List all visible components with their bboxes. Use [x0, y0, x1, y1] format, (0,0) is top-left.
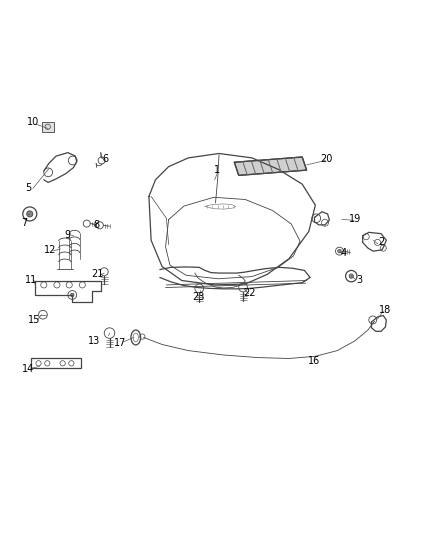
Text: 23: 23 — [192, 292, 204, 302]
Text: 12: 12 — [44, 245, 57, 255]
Text: 20: 20 — [320, 154, 332, 164]
Text: 3: 3 — [356, 274, 362, 285]
Text: 7: 7 — [21, 217, 27, 228]
Text: 22: 22 — [244, 288, 256, 298]
Circle shape — [349, 274, 353, 278]
Circle shape — [27, 211, 33, 217]
Text: 21: 21 — [91, 269, 103, 279]
Text: 1: 1 — [214, 165, 220, 175]
Text: 16: 16 — [308, 356, 321, 366]
Text: 2: 2 — [378, 237, 384, 247]
Text: 5: 5 — [25, 183, 32, 192]
Text: 19: 19 — [349, 214, 361, 224]
Bar — [31, 358, 81, 368]
Text: 8: 8 — [93, 220, 99, 230]
Text: 11: 11 — [25, 274, 37, 285]
Bar — [42, 122, 54, 132]
Text: 17: 17 — [114, 338, 127, 348]
Text: 15: 15 — [28, 315, 40, 325]
Text: 13: 13 — [88, 336, 100, 346]
Text: 18: 18 — [379, 305, 392, 316]
Text: 4: 4 — [341, 248, 347, 259]
Text: 14: 14 — [22, 365, 35, 374]
Text: 10: 10 — [27, 117, 39, 127]
Text: 9: 9 — [65, 230, 71, 239]
Circle shape — [338, 249, 341, 253]
Polygon shape — [234, 157, 307, 175]
Text: 6: 6 — [102, 154, 108, 164]
Circle shape — [71, 293, 74, 297]
